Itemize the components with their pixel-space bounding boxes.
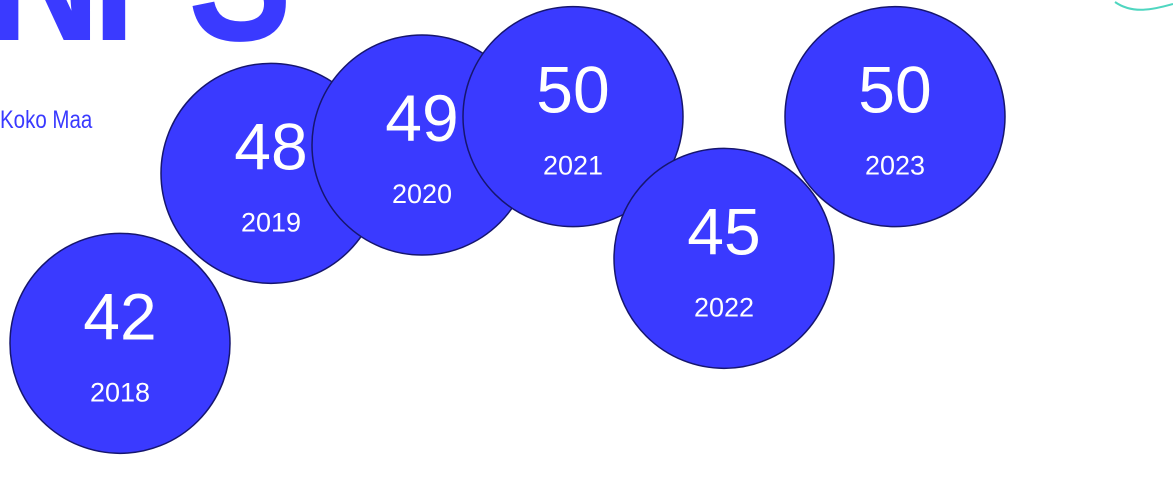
corner-decoration-icon	[1114, 1, 1173, 11]
year-label: 2018	[90, 377, 150, 407]
bubble-2023: 50 2023	[784, 5, 1006, 228]
year-label: 2020	[392, 179, 452, 209]
year-label: 2023	[865, 151, 925, 181]
bubble-circle	[462, 5, 684, 228]
value-label: 42	[83, 279, 156, 353]
year-label: 2022	[694, 292, 754, 322]
series-label: Koko Maa	[0, 106, 93, 134]
year-label: 2019	[241, 207, 301, 237]
bubble-2022: 45 2022	[613, 147, 835, 370]
bubble-circle	[9, 232, 231, 455]
bubble-group: 42 2018 48 2019 49 2020 50 2021 45 2022 50 2023	[9, 5, 1006, 455]
value-label: 48	[234, 109, 307, 183]
bubble-circle	[784, 5, 1006, 228]
year-label: 2021	[543, 151, 603, 181]
value-label: 45	[687, 194, 760, 268]
value-label: 49	[385, 81, 458, 155]
value-label: 50	[858, 53, 931, 127]
value-label: 50	[536, 53, 609, 127]
bubble-circle	[613, 147, 835, 370]
page-title: NPS	[0, 0, 292, 48]
bubble-2021: 50 2021	[462, 5, 684, 228]
page-title-clip: NPS	[0, 0, 420, 48]
bubble-2018: 42 2018	[9, 232, 231, 455]
